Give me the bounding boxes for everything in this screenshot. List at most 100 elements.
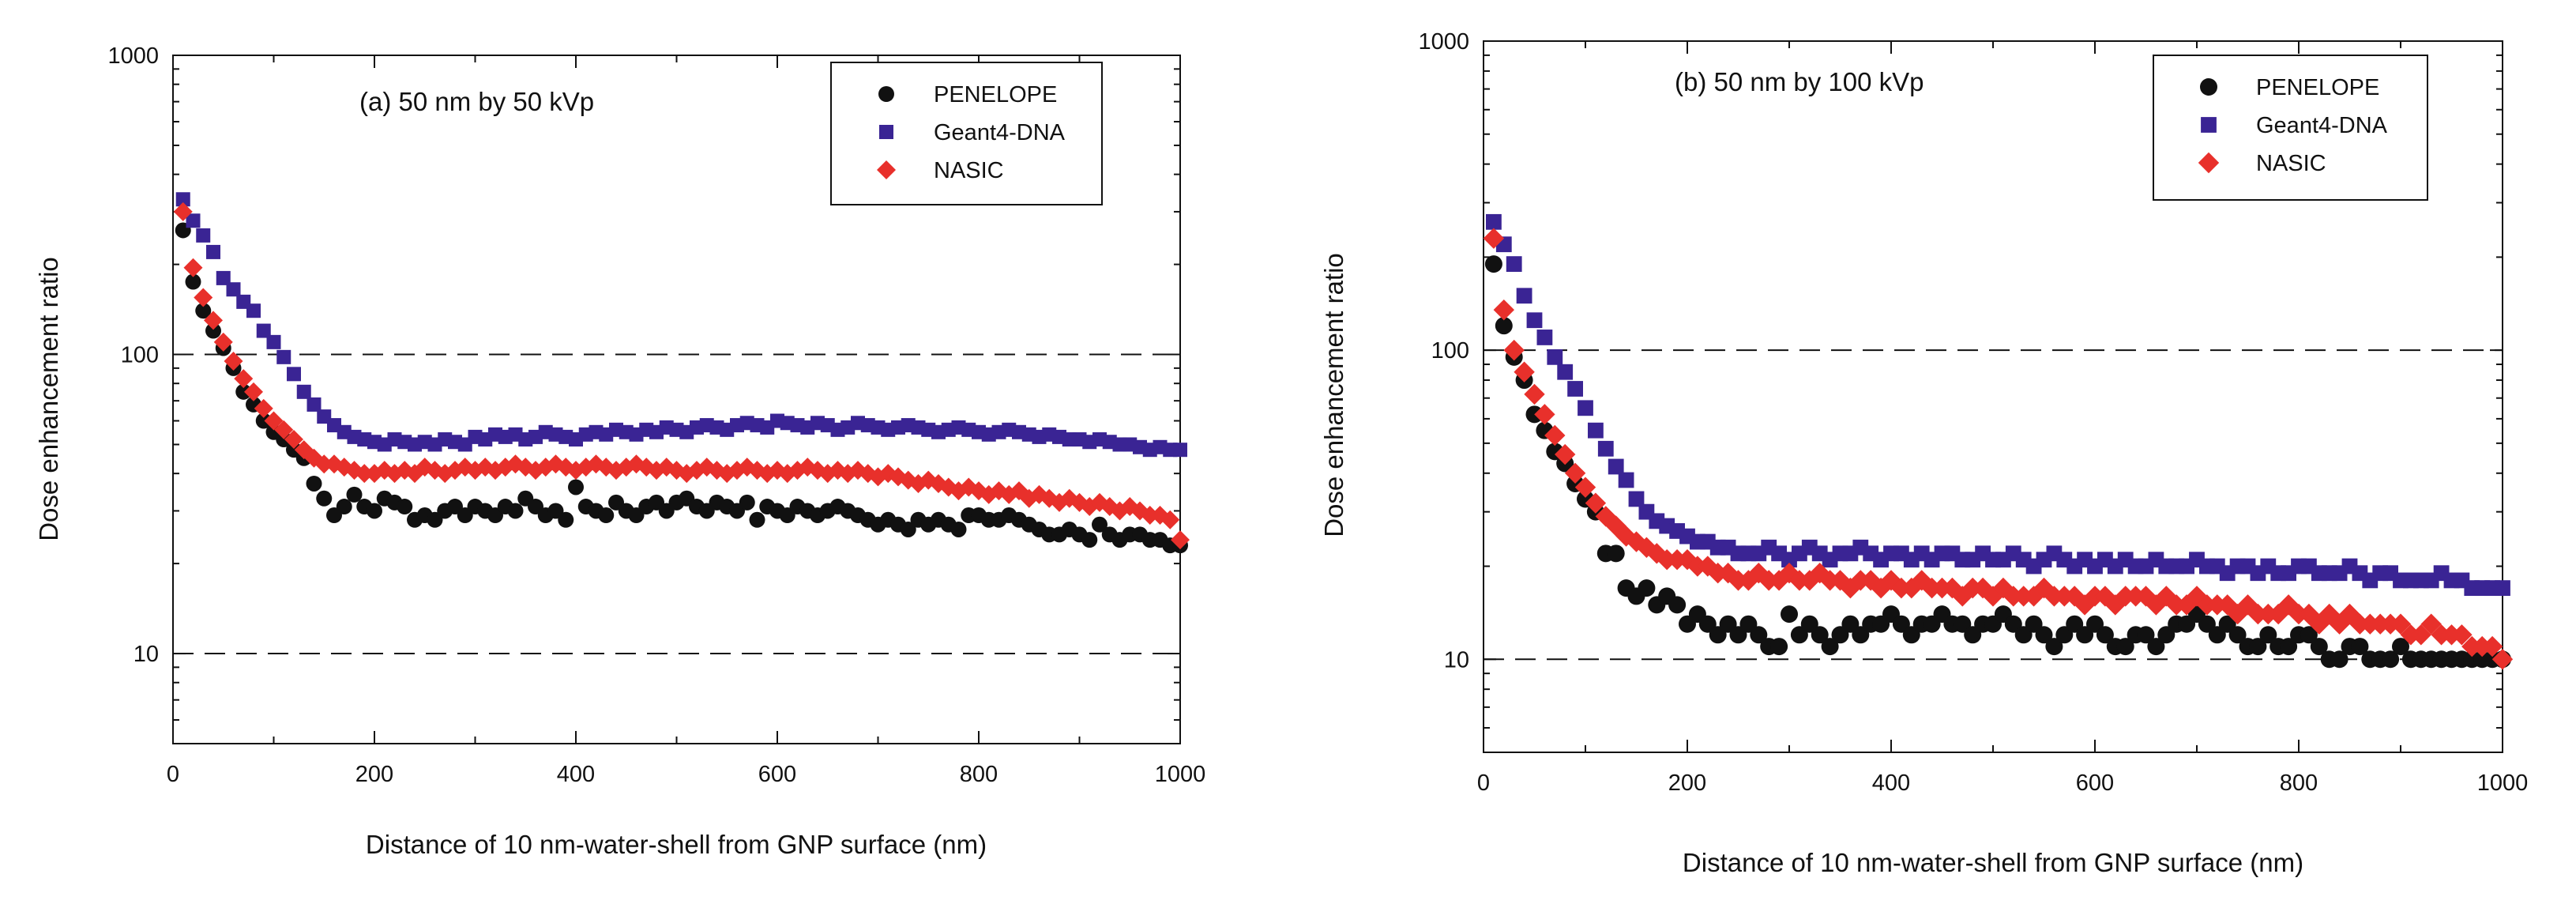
data-point-circle (950, 521, 967, 537)
data-point-circle (2116, 638, 2134, 656)
data-point-circle (2249, 638, 2267, 656)
data-point-circle (1781, 605, 1798, 624)
chart-title: (b) 50 nm by 100 kVp (1675, 67, 1924, 96)
data-point-diamond (2033, 577, 2055, 599)
x-tick-label: 1000 (2477, 770, 2529, 796)
data-point-square (1557, 364, 1574, 380)
x-tick-label: 0 (1477, 770, 1490, 796)
series-nasic (173, 202, 1190, 550)
x-tick-label: 400 (1872, 770, 1910, 796)
data-point-circle (276, 431, 292, 448)
data-point-diamond (1483, 228, 1505, 249)
series-penelope (1484, 255, 2511, 669)
data-point-square (1516, 288, 1532, 304)
x-axis-ticks: 0 200 400 600 800 1000 (167, 55, 1205, 787)
legend-box (2153, 55, 2428, 201)
data-point-diamond (1880, 570, 1902, 591)
series-geant4-dna (1486, 213, 2510, 597)
data-point-diamond (2491, 649, 2514, 670)
data-point-diamond (234, 369, 254, 389)
data-point-square (1173, 443, 1187, 458)
data-point-diamond (224, 351, 243, 371)
y-axis-label: Dose enhancement ratio (1319, 253, 1348, 537)
x-axis-label: Distance of 10 nm-water-shell from GNP s… (366, 830, 987, 859)
legend-label: NASIC (2256, 151, 2326, 176)
data-point-square (1567, 381, 1583, 397)
data-point-diamond (1534, 404, 1555, 425)
legend-label: PENELOPE (934, 82, 1057, 107)
series-geant4-dna (175, 192, 1187, 458)
data-point-circle (2228, 626, 2247, 644)
data-point-diamond (1503, 339, 1525, 361)
data-point-diamond (1524, 383, 1545, 405)
data-point-diamond (183, 258, 203, 277)
data-point-diamond (314, 454, 334, 474)
data-point-square (1608, 458, 1624, 475)
data-point-square (196, 228, 211, 243)
data-point-diamond (2135, 586, 2157, 607)
data-point-diamond (1778, 563, 1800, 584)
data-point-circle (185, 273, 201, 290)
data-point-circle (346, 486, 363, 503)
data-point-diamond (1982, 586, 2004, 607)
legend: PENELOPE Geant4-DNA NASIC (830, 62, 1103, 205)
data-point-circle (1495, 317, 1513, 335)
legend-label: Geant4-DNA (2256, 113, 2388, 138)
data-point-circle (1484, 255, 1502, 273)
chart-title: (a) 50 nm by 50 kVp (359, 87, 594, 116)
data-point-circle (739, 494, 755, 511)
data-point-diamond (1636, 537, 1657, 558)
data-point-diamond (2481, 635, 2503, 657)
data-point-circle (1811, 626, 1829, 644)
data-point-circle (547, 503, 564, 519)
data-point-diamond (254, 398, 273, 418)
data-point-square (1588, 422, 1604, 439)
data-point-diamond (264, 411, 284, 431)
data-point-square (1578, 400, 1593, 416)
data-point-diamond (1493, 299, 1514, 321)
data-point-circle (2330, 650, 2348, 669)
data-point-diamond (2186, 586, 2208, 607)
data-point-diamond (2420, 613, 2442, 635)
y-tick-label: 10 (1444, 647, 1469, 673)
data-point-diamond (1171, 530, 1190, 550)
data-point-square (306, 397, 322, 412)
data-point-diamond (1160, 510, 1180, 529)
data-point-square (186, 213, 201, 228)
data-point-diamond (1830, 570, 1851, 591)
data-point-circle (367, 503, 382, 519)
data-point-diamond (1585, 492, 1607, 514)
data-point-square (266, 334, 281, 349)
series-penelope (175, 222, 1188, 554)
chart-panel-b: 10 100 1000 0 200 400 600 800 1000 (b) 50 nm by… (1319, 29, 2528, 877)
data-point-diamond (173, 202, 193, 221)
data-point-square (2495, 580, 2510, 597)
data-point-diamond (2410, 624, 2431, 646)
data-point-circle (1770, 638, 1788, 656)
y-tick-label: 1000 (107, 43, 159, 69)
data-point-circle (2045, 638, 2063, 656)
data-point-diamond (355, 464, 374, 484)
data-point-circle (1638, 579, 1656, 597)
gridlines (173, 353, 1180, 655)
data-point-circle (1607, 544, 1625, 563)
y-tick-label: 100 (121, 343, 159, 368)
data-point-circle (2280, 638, 2298, 656)
data-point-diamond (213, 332, 233, 352)
data-point-diamond (1574, 477, 1596, 498)
legend-marker-square (2201, 117, 2217, 133)
data-point-square (216, 270, 231, 285)
data-point-square (287, 367, 301, 382)
data-points (173, 192, 1190, 554)
data-point-square (256, 323, 271, 338)
x-tick-label: 600 (758, 762, 796, 787)
data-point-square (206, 244, 220, 259)
data-point-circle (397, 499, 413, 515)
x-tick-label: 800 (2280, 770, 2318, 796)
data-point-circle (427, 511, 443, 528)
data-point-circle (235, 383, 252, 400)
data-point-square (1506, 256, 1522, 273)
data-point-circle (2147, 638, 2165, 656)
legend-marker-diamond (2198, 152, 2220, 174)
data-point-circle (255, 413, 272, 429)
